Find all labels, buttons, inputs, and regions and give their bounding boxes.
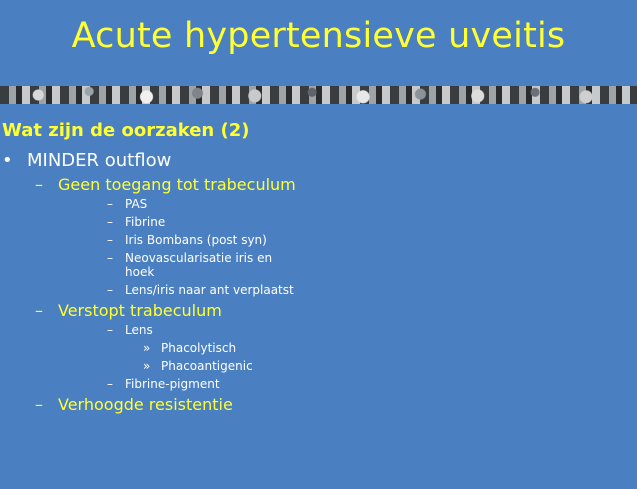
list-item: Iris Bombans (post syn) [125,233,267,247]
list-item: Verhoogde resistentie [58,395,233,414]
bullet-marker: – [107,377,113,391]
list-item: Lens [125,323,153,337]
bullet-marker: » [143,341,151,355]
bullet-marker: – [107,215,113,229]
bullet-marker: – [35,175,43,194]
bullet-marker: – [107,233,113,247]
bullet-marker: – [35,301,43,320]
list-item: Phacoantigenic [161,359,253,373]
list-item: Fibrine-pigment [125,377,220,391]
bullet-marker: – [107,251,113,265]
list-item: Fibrine [125,215,166,229]
slide-title: Acute hypertensieve uveitis [71,16,566,56]
list-item: Geen toegang tot trabeculum [58,175,296,194]
list-item: MINDER outflow [27,150,172,171]
bullet-marker: – [107,323,113,337]
bullet-marker: – [107,197,113,211]
list-item: Lens/iris naar ant verplaatst [125,283,294,297]
list-item: Verstopt trabeculum [58,301,222,320]
bullet-marker: » [143,359,151,373]
bullet-marker: • [2,150,13,171]
decorative-stone-strip [0,86,637,104]
list-item-continuation: hoek [125,265,155,279]
bullet-marker: – [107,283,113,297]
bullet-marker: – [35,395,43,414]
slide-subtitle: Wat zijn de oorzaken (2) [2,120,250,141]
list-item: Neovascularisatie iris en [125,251,273,265]
list-item: PAS [125,197,148,211]
title-bar: Acute hypertensieve uveitis [0,0,637,86]
list-item: Phacolytisch [161,341,237,355]
